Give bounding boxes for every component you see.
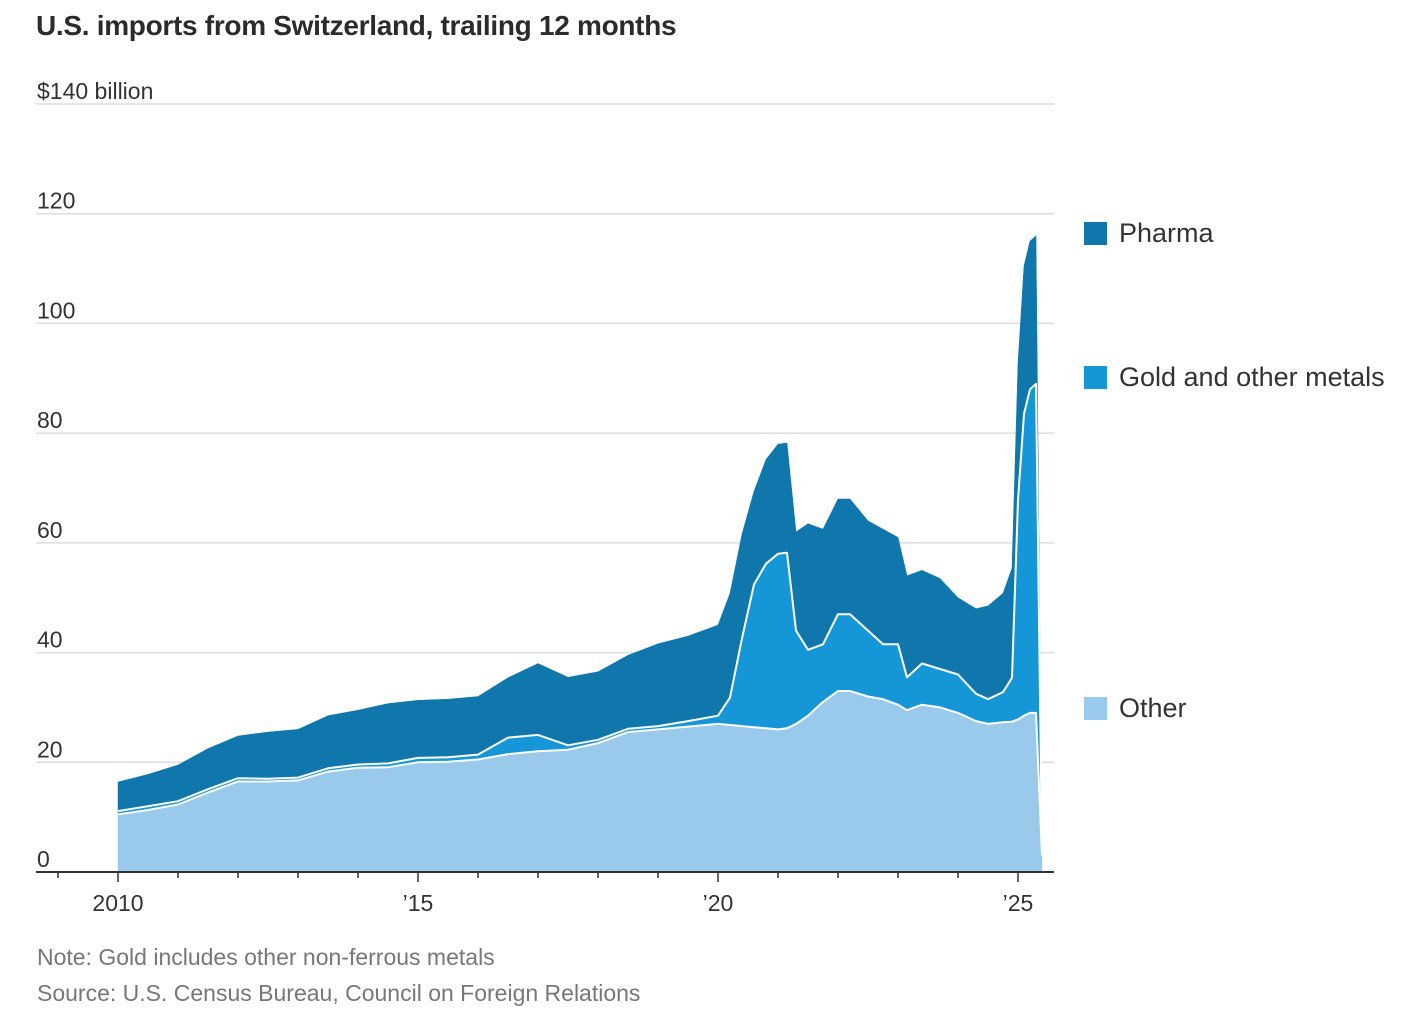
- legend: Pharma Gold and other metals Other: [1084, 218, 1385, 723]
- legend-swatch-gold-and-other-metals: [1084, 366, 1107, 389]
- band-separators: [117, 382, 1043, 856]
- legend-swatch-pharma: [1084, 222, 1107, 245]
- y-axis-labels: 0 20 40 60 80 100 120 $140 billion: [37, 78, 153, 872]
- legend-label-pharma: Pharma: [1119, 218, 1215, 248]
- legend-swatch-other: [1084, 697, 1107, 720]
- y-tick-label: 0: [37, 846, 50, 872]
- legend-label-gold-and-other-metals: Gold and other metals: [1119, 362, 1385, 392]
- x-axis: [36, 871, 1054, 882]
- x-tick-label: ’20: [703, 890, 734, 916]
- chart-title: U.S. imports from Switzerland, trailing …: [36, 10, 677, 41]
- x-tick-label: ’15: [403, 890, 434, 916]
- separator-other: [117, 690, 1043, 856]
- separator-gold-and-other-metals: [117, 382, 1043, 853]
- legend-label-other: Other: [1119, 693, 1187, 723]
- y-tick-label: $140 billion: [37, 78, 153, 104]
- y-tick-label: 60: [37, 517, 63, 543]
- x-tick-label: ’25: [1003, 890, 1034, 916]
- y-tick-label: 80: [37, 407, 63, 433]
- y-tick-label: 20: [37, 736, 63, 762]
- area-bands: [117, 235, 1043, 873]
- chart-source: Source: U.S. Census Bureau, Council on F…: [37, 980, 641, 1006]
- y-tick-label: 100: [37, 297, 75, 323]
- chart-note: Note: Gold includes other non-ferrous me…: [37, 944, 495, 970]
- x-axis-labels: 2010 ’15 ’20 ’25: [92, 890, 1033, 916]
- x-tick-label: 2010: [92, 890, 143, 916]
- y-tick-label: 40: [37, 627, 63, 653]
- y-tick-label: 120: [37, 188, 75, 214]
- stacked-area-chart: 0 20 40 60 80 100 120 $140 billion 2010 ’15 ’20 ’2…: [36, 78, 1385, 916]
